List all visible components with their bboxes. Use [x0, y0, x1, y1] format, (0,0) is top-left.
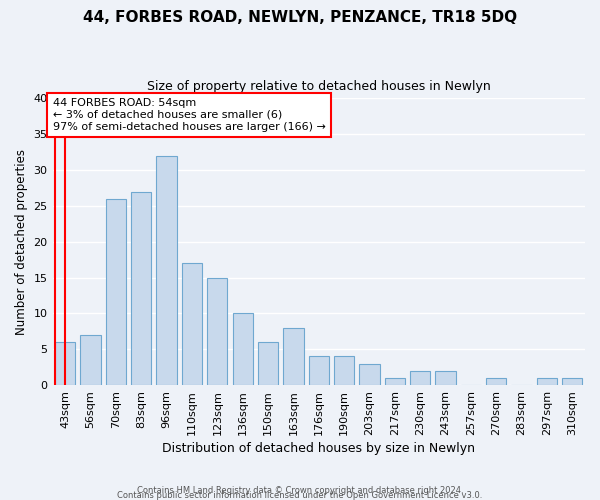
Bar — [385, 378, 405, 385]
Text: Contains HM Land Registry data © Crown copyright and database right 2024.: Contains HM Land Registry data © Crown c… — [137, 486, 463, 495]
Title: Size of property relative to detached houses in Newlyn: Size of property relative to detached ho… — [147, 80, 491, 93]
Text: Contains public sector information licensed under the Open Government Licence v3: Contains public sector information licen… — [118, 491, 482, 500]
Bar — [55, 342, 76, 385]
Bar — [182, 263, 202, 385]
Bar — [410, 370, 430, 385]
Bar — [207, 278, 227, 385]
Y-axis label: Number of detached properties: Number of detached properties — [15, 148, 28, 334]
Bar — [157, 156, 177, 385]
Bar — [258, 342, 278, 385]
Bar — [537, 378, 557, 385]
Bar — [80, 335, 101, 385]
X-axis label: Distribution of detached houses by size in Newlyn: Distribution of detached houses by size … — [162, 442, 475, 455]
Bar — [486, 378, 506, 385]
Bar — [106, 198, 126, 385]
Bar — [283, 328, 304, 385]
Bar — [436, 370, 455, 385]
Bar — [334, 356, 354, 385]
Text: 44 FORBES ROAD: 54sqm
← 3% of detached houses are smaller (6)
97% of semi-detach: 44 FORBES ROAD: 54sqm ← 3% of detached h… — [53, 98, 325, 132]
Text: 44, FORBES ROAD, NEWLYN, PENZANCE, TR18 5DQ: 44, FORBES ROAD, NEWLYN, PENZANCE, TR18 … — [83, 10, 517, 25]
Bar — [308, 356, 329, 385]
Bar — [359, 364, 380, 385]
Bar — [233, 314, 253, 385]
Bar — [562, 378, 583, 385]
Bar — [131, 192, 151, 385]
